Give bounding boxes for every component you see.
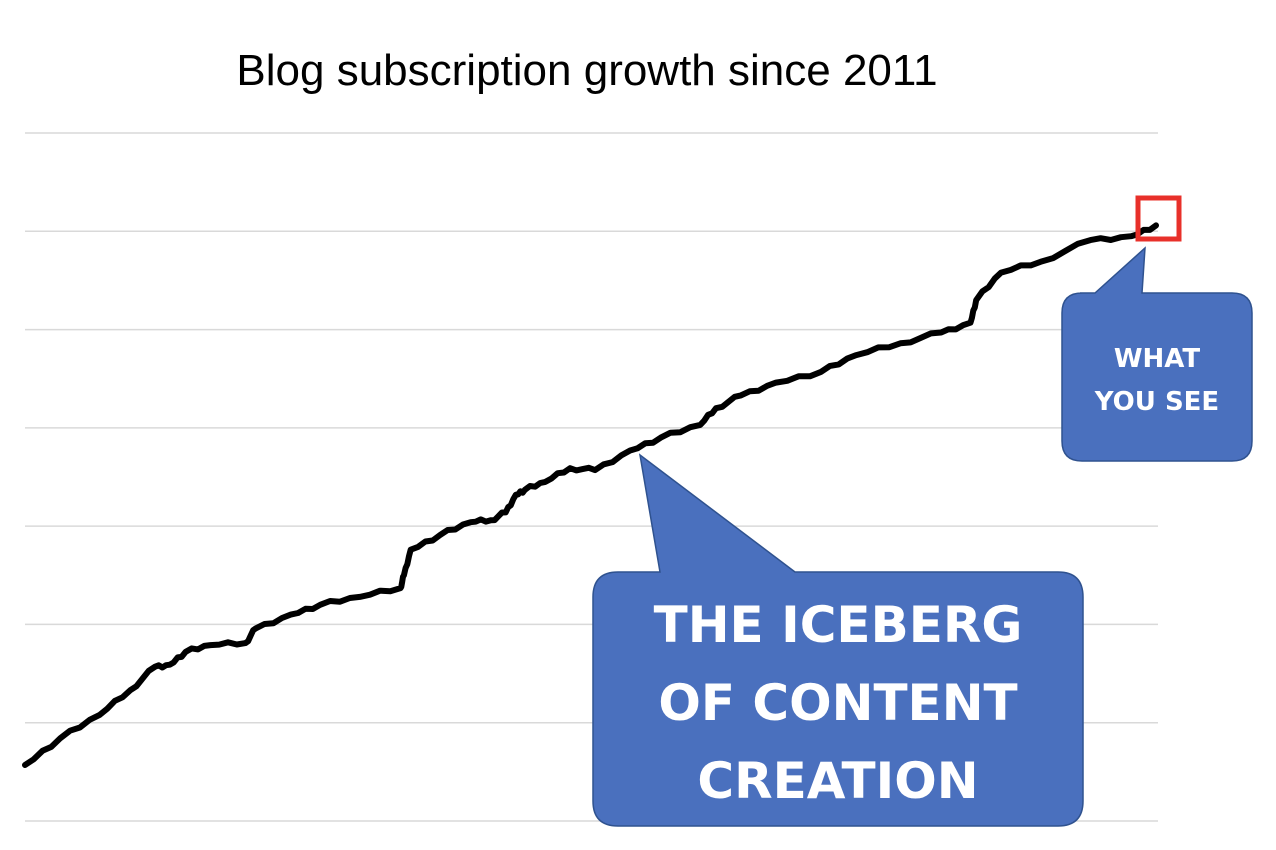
- callout-iceberg-line-2: OF CONTENT: [658, 674, 1017, 732]
- callout-iceberg-line-3: CREATION: [697, 752, 978, 810]
- series-line-subscriptions: [22, 222, 1159, 768]
- gridlines: [25, 132, 1158, 822]
- callout-iceberg-shape: [592, 453, 1084, 827]
- callout-what-you-see: WHAT YOU SEE: [1061, 246, 1253, 462]
- callout-what-you-see-line-1: WHAT: [1114, 344, 1201, 374]
- callout-what-you-see-line-2: YOU SEE: [1094, 387, 1219, 417]
- callout-what-you-see-shape: [1061, 246, 1253, 462]
- callout-iceberg-line-1: THE ICEBERG: [654, 596, 1023, 654]
- highlight-box: [1135, 195, 1182, 242]
- callout-iceberg: THE ICEBERG OF CONTENT CREATION: [592, 453, 1084, 827]
- chart-title: Blog subscription growth since 2011: [236, 46, 938, 95]
